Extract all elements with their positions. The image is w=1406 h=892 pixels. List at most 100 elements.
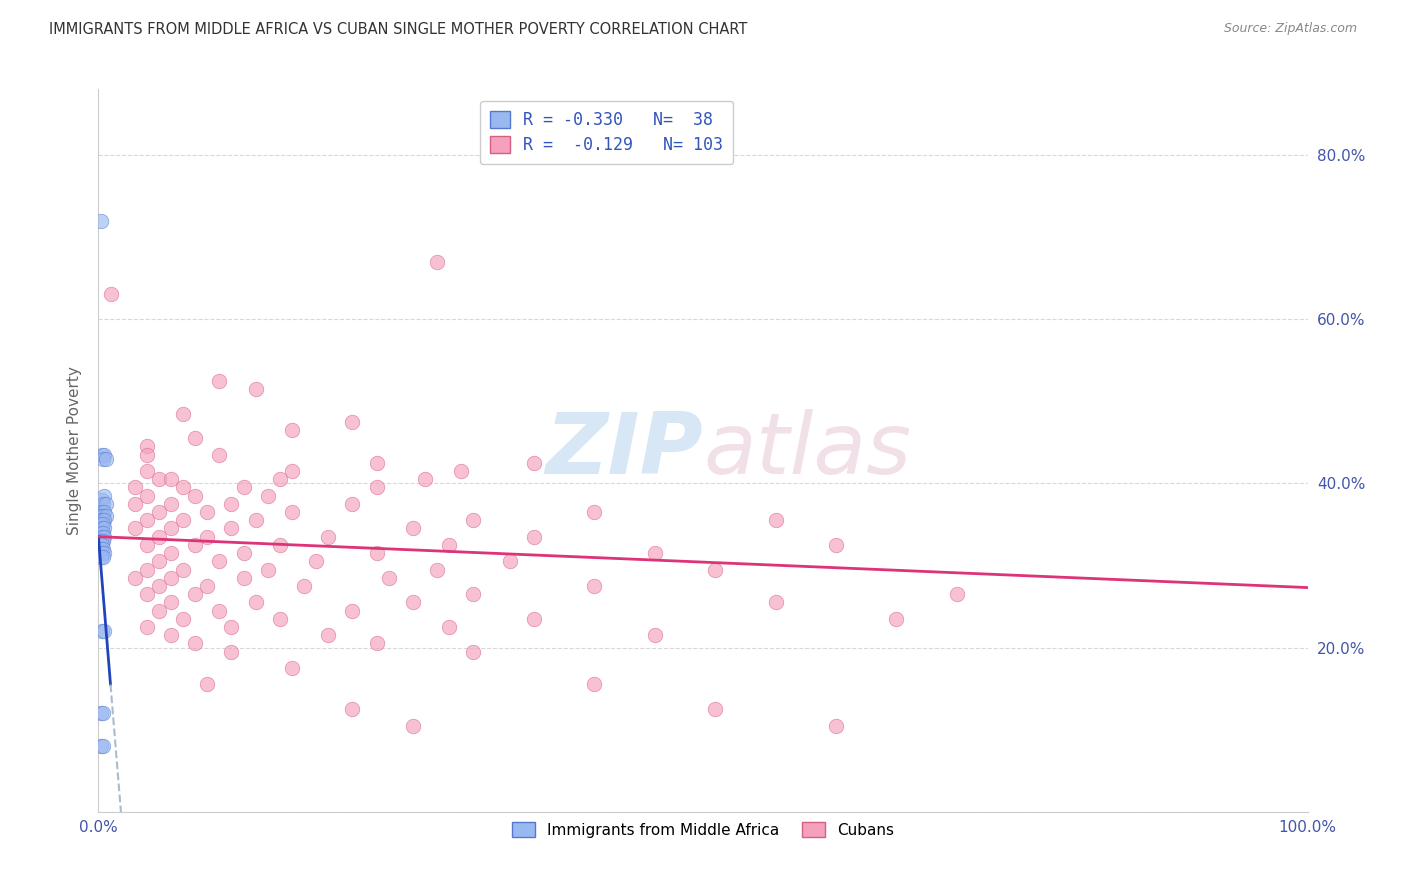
Point bbox=[221, 521, 243, 535]
Point bbox=[91, 521, 114, 535]
Point bbox=[148, 530, 170, 544]
Point bbox=[184, 587, 207, 601]
Point bbox=[342, 603, 364, 617]
Point bbox=[91, 546, 114, 560]
Point bbox=[208, 448, 231, 462]
Point bbox=[91, 525, 114, 540]
Point bbox=[366, 456, 388, 470]
Point bbox=[245, 595, 267, 609]
Point bbox=[342, 497, 364, 511]
Point bbox=[91, 530, 114, 544]
Point bbox=[91, 533, 114, 548]
Point bbox=[366, 636, 388, 650]
Point bbox=[160, 472, 183, 486]
Point bbox=[269, 472, 291, 486]
Point bbox=[426, 562, 449, 576]
Point bbox=[221, 645, 243, 659]
Point bbox=[91, 509, 114, 524]
Point bbox=[93, 521, 115, 535]
Point bbox=[402, 595, 425, 609]
Point bbox=[413, 472, 436, 486]
Point bbox=[232, 571, 254, 585]
Point bbox=[93, 489, 115, 503]
Point bbox=[366, 480, 388, 494]
Point bbox=[90, 509, 112, 524]
Point bbox=[704, 702, 727, 716]
Point bbox=[135, 587, 157, 601]
Point bbox=[160, 521, 183, 535]
Point bbox=[765, 513, 787, 527]
Point bbox=[281, 505, 304, 519]
Point bbox=[135, 464, 157, 478]
Point bbox=[172, 513, 194, 527]
Point bbox=[281, 423, 304, 437]
Point bbox=[93, 448, 115, 462]
Point bbox=[245, 382, 267, 396]
Text: atlas: atlas bbox=[703, 409, 911, 492]
Point bbox=[135, 538, 157, 552]
Point bbox=[93, 505, 115, 519]
Point bbox=[172, 562, 194, 576]
Point bbox=[91, 492, 114, 507]
Point bbox=[91, 513, 114, 527]
Point bbox=[93, 624, 115, 639]
Point bbox=[172, 480, 194, 494]
Point bbox=[208, 374, 231, 388]
Point bbox=[135, 620, 157, 634]
Point bbox=[377, 571, 399, 585]
Point bbox=[148, 603, 170, 617]
Point bbox=[402, 718, 425, 732]
Point bbox=[825, 538, 848, 552]
Point bbox=[135, 489, 157, 503]
Point bbox=[195, 505, 218, 519]
Point bbox=[160, 595, 183, 609]
Y-axis label: Single Mother Poverty: Single Mother Poverty bbox=[67, 366, 83, 535]
Point bbox=[195, 677, 218, 691]
Point bbox=[90, 550, 112, 565]
Point bbox=[946, 587, 969, 601]
Point bbox=[148, 579, 170, 593]
Point bbox=[256, 562, 278, 576]
Point bbox=[437, 538, 460, 552]
Point bbox=[221, 497, 243, 511]
Point bbox=[366, 546, 388, 560]
Point bbox=[523, 530, 546, 544]
Text: IMMIGRANTS FROM MIDDLE AFRICA VS CUBAN SINGLE MOTHER POVERTY CORRELATION CHART: IMMIGRANTS FROM MIDDLE AFRICA VS CUBAN S… bbox=[49, 22, 748, 37]
Point bbox=[91, 541, 114, 556]
Point bbox=[498, 554, 520, 568]
Point bbox=[184, 489, 207, 503]
Point bbox=[124, 521, 146, 535]
Point bbox=[124, 571, 146, 585]
Point bbox=[91, 706, 114, 721]
Point bbox=[184, 636, 207, 650]
Point bbox=[316, 530, 339, 544]
Point bbox=[184, 431, 207, 445]
Point bbox=[644, 546, 666, 560]
Point bbox=[160, 571, 183, 585]
Point bbox=[583, 505, 606, 519]
Point bbox=[94, 497, 117, 511]
Point bbox=[208, 603, 231, 617]
Point bbox=[172, 612, 194, 626]
Point bbox=[90, 739, 112, 753]
Point bbox=[148, 472, 170, 486]
Point bbox=[91, 505, 114, 519]
Point bbox=[90, 541, 112, 556]
Point bbox=[195, 579, 218, 593]
Point bbox=[124, 480, 146, 494]
Point bbox=[91, 538, 114, 552]
Point bbox=[91, 624, 114, 639]
Point bbox=[426, 254, 449, 268]
Point bbox=[342, 415, 364, 429]
Point bbox=[90, 213, 112, 227]
Point bbox=[135, 513, 157, 527]
Point bbox=[886, 612, 908, 626]
Point bbox=[825, 718, 848, 732]
Text: Source: ZipAtlas.com: Source: ZipAtlas.com bbox=[1223, 22, 1357, 36]
Point bbox=[184, 538, 207, 552]
Point bbox=[160, 546, 183, 560]
Point bbox=[437, 620, 460, 634]
Point bbox=[583, 677, 606, 691]
Point bbox=[316, 628, 339, 642]
Point bbox=[148, 554, 170, 568]
